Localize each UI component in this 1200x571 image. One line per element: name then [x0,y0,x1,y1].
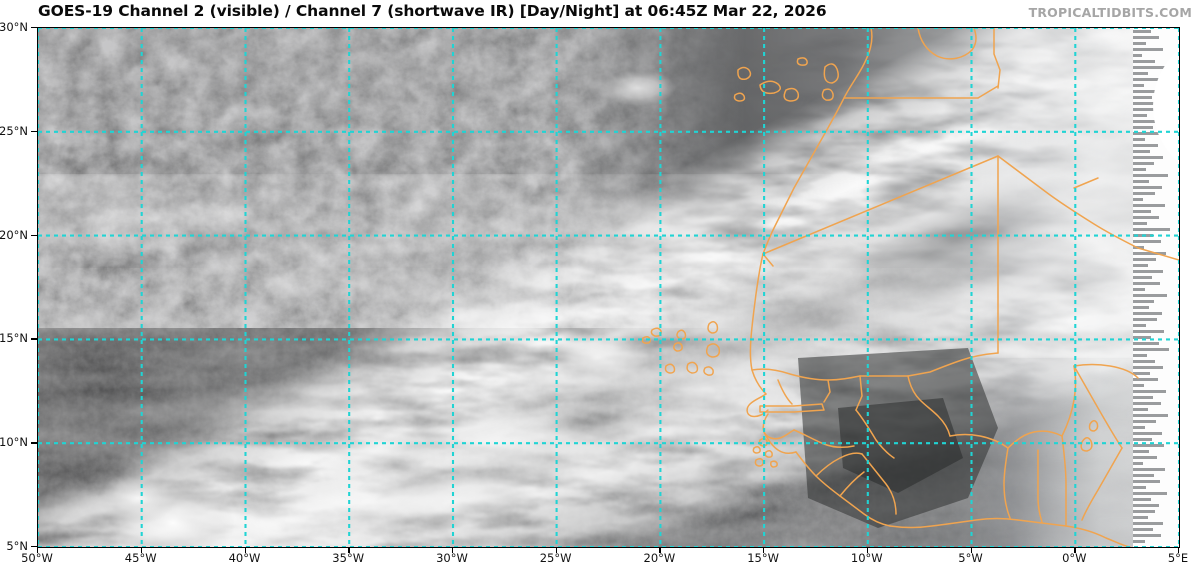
x-tick [348,547,350,553]
y-tick [31,27,37,29]
x-tick [1074,547,1076,553]
x-tick-label: 5°E [1167,551,1189,565]
satellite-imagery-raster [38,28,1179,547]
x-tick [970,547,972,553]
x-tick [866,547,869,553]
x-tick [452,547,454,553]
x-tick-label: 25°W [539,551,572,565]
map-clip [38,28,1179,547]
y-tick-label: 10°N [0,435,28,450]
x-tick-label: 5°W [958,551,983,565]
y-tick-label: 5°N [6,539,28,553]
latlon-grid [38,28,1179,547]
x-tick [659,547,661,553]
y-tick [31,546,37,548]
y-tick-label: 20°N [0,227,28,242]
x-tick [244,547,246,553]
x-tick [763,547,765,553]
x-tick-label: 35°W [332,551,365,565]
y-tick [31,234,37,236]
y-tick-label: 15°N [0,331,28,346]
y-tick-label: 25°N [0,123,28,138]
x-tick [1178,547,1180,553]
map-plot-frame[interactable] [37,27,1180,548]
x-tick-label: 50°W [21,551,53,565]
x-tick [37,547,39,553]
y-tick [31,130,37,133]
header-bar: GOES-19 Channel 2 (visible) / Channel 7 … [0,0,1200,27]
x-tick [555,547,557,553]
x-tick-label: 45°W [124,551,157,565]
x-tick-label: 30°W [436,551,468,565]
x-tick-label: 15°W [747,551,779,565]
y-tick [31,442,37,444]
x-tick-label: 40°W [228,551,261,565]
x-tick-label: 0°W [1062,551,1087,565]
page-title: GOES-19 Channel 2 (visible) / Channel 7 … [38,2,827,20]
y-tick-label: 30°N [0,20,28,34]
site-watermark: TROPICALTIDBITS.COM [1028,5,1192,20]
y-tick [31,338,37,340]
x-tick [140,547,143,553]
data-void-disk [1153,49,1179,163]
x-tick-label: 20°W [643,551,676,565]
x-tick-label: 10°W [850,551,883,565]
